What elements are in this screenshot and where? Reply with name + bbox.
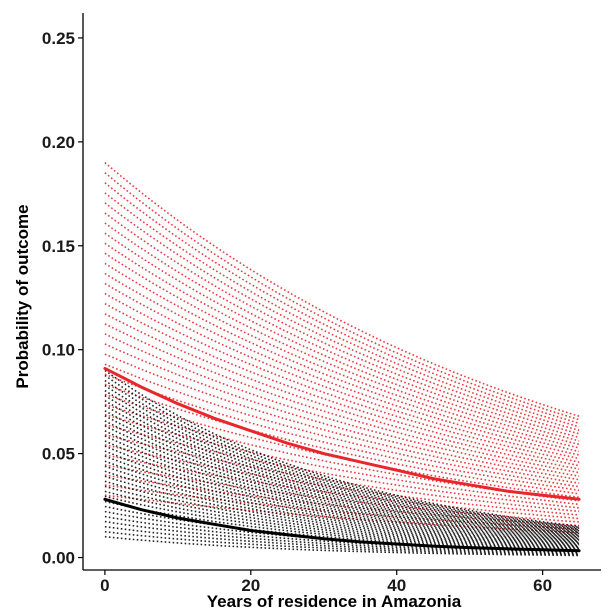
y-tick-label: 0.05 — [42, 445, 75, 464]
y-tick-label: 0.25 — [42, 29, 75, 48]
y-tick-label: 0.20 — [42, 133, 75, 152]
band-line — [104, 494, 580, 534]
band-line — [104, 440, 580, 540]
band-line — [104, 384, 580, 530]
band-line — [104, 430, 580, 538]
black-trend-line — [103, 497, 581, 553]
band-line — [104, 400, 580, 533]
band-line — [104, 405, 580, 534]
band-line — [104, 292, 580, 463]
y-tick-label: 0.00 — [42, 549, 75, 568]
band-line — [104, 161, 580, 417]
band-line — [104, 353, 580, 484]
band-line — [104, 232, 580, 442]
band-line — [104, 460, 580, 543]
band-line — [104, 252, 580, 449]
band-line — [104, 192, 580, 428]
uncertainty-bands — [104, 161, 580, 557]
band-line — [104, 363, 580, 488]
band-line — [104, 455, 580, 543]
band-line — [104, 520, 580, 554]
x-tick-label: 20 — [241, 576, 260, 595]
band-line — [104, 343, 580, 481]
band-line — [104, 379, 580, 529]
x-tick-label: 40 — [387, 576, 406, 595]
band-line — [104, 333, 580, 477]
band-line — [104, 500, 580, 551]
band-line — [104, 262, 580, 453]
y-axis-title: Probability of outcome — [13, 204, 32, 388]
band-line — [104, 475, 580, 546]
band-line — [104, 212, 580, 435]
band-line — [104, 495, 580, 550]
band-line — [104, 242, 580, 446]
band-line — [104, 490, 580, 549]
band-line — [104, 480, 580, 547]
x-axis-title: Years of residence in Amazonia — [207, 592, 462, 611]
band-line — [104, 535, 580, 557]
band-line — [104, 222, 580, 439]
band-line — [104, 444, 580, 516]
y-tick-label: 0.15 — [42, 237, 75, 256]
band-line — [104, 182, 580, 425]
band-line — [104, 454, 580, 520]
band-line — [104, 410, 580, 535]
band-line — [104, 302, 580, 467]
band-line — [104, 415, 580, 536]
band-line — [104, 423, 580, 509]
band-line — [104, 313, 580, 470]
band-line — [104, 373, 580, 492]
band-line — [104, 272, 580, 456]
band-line — [104, 505, 580, 551]
red-trend-line — [103, 366, 581, 501]
band-line — [104, 323, 580, 474]
band-line — [104, 445, 580, 541]
series-lines — [103, 366, 581, 553]
band-line — [104, 485, 580, 548]
band-line — [104, 435, 580, 539]
axes: 0.00 0.05 0.10 0.15 0.20 0.25 0 20 40 60 — [42, 13, 601, 595]
band-line — [104, 450, 580, 542]
band-line — [104, 525, 580, 555]
band-line — [104, 282, 580, 460]
x-tick-label: 60 — [533, 576, 552, 595]
band-line — [104, 484, 580, 530]
band-line — [104, 464, 580, 523]
band-line — [104, 202, 580, 432]
band-line — [104, 433, 580, 513]
band-line — [104, 395, 580, 532]
x-tick-label: 0 — [100, 576, 109, 595]
y-tick-label: 0.10 — [42, 341, 75, 360]
band-line — [104, 369, 580, 528]
